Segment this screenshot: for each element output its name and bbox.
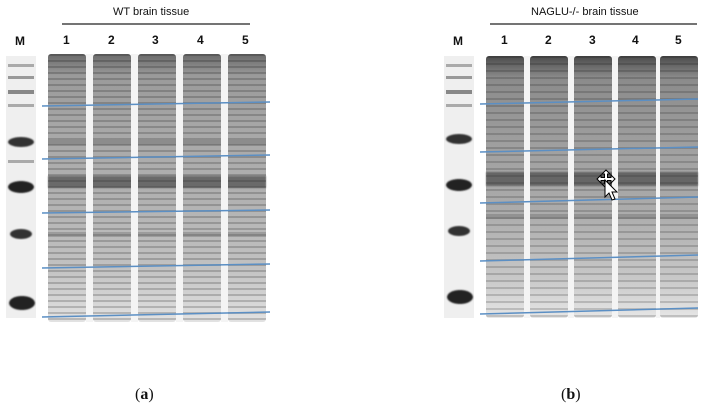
panel-a-title: WT brain tissue xyxy=(113,6,190,18)
panel-a-caption-letter: a xyxy=(140,386,149,403)
panel-b-sample-lanes xyxy=(486,56,698,318)
panel-b-caption-letter: b xyxy=(566,386,576,403)
panel-b-lane-label: 1 xyxy=(501,33,508,47)
panel-a-sample-lanes xyxy=(48,54,266,322)
panel-a-lane-label: 4 xyxy=(197,33,204,47)
panel-b-marker-lane xyxy=(444,56,474,318)
panel-b-lane-label: 3 xyxy=(589,33,596,47)
panel-a-lane-label: 3 xyxy=(152,33,159,47)
panel-a-caption: (a) xyxy=(135,386,154,403)
panel-a-marker-label: M xyxy=(15,34,25,48)
panel-a-lane-label: 5 xyxy=(242,33,249,47)
panel-a-lane-label: 1 xyxy=(63,33,70,47)
panel-b-marker-label: M xyxy=(453,34,463,48)
panel-b-guide-lines xyxy=(479,98,699,315)
panel-b-lane-label: 2 xyxy=(545,33,552,47)
panel-b-lane-label: 4 xyxy=(632,33,639,47)
panel-a-gel xyxy=(6,23,271,322)
panel-b-gel xyxy=(444,23,699,318)
panel-a-guide-lines xyxy=(41,101,271,318)
move-cursor-icon xyxy=(596,169,619,201)
panel-a-lane-label: 2 xyxy=(108,33,115,47)
panel-b-lane-label: 5 xyxy=(675,33,682,47)
panel-a-marker-lane xyxy=(6,56,36,318)
panel-b-caption: (b) xyxy=(561,386,581,403)
panel-b-title: NAGLU-/- brain tissue xyxy=(531,6,639,18)
